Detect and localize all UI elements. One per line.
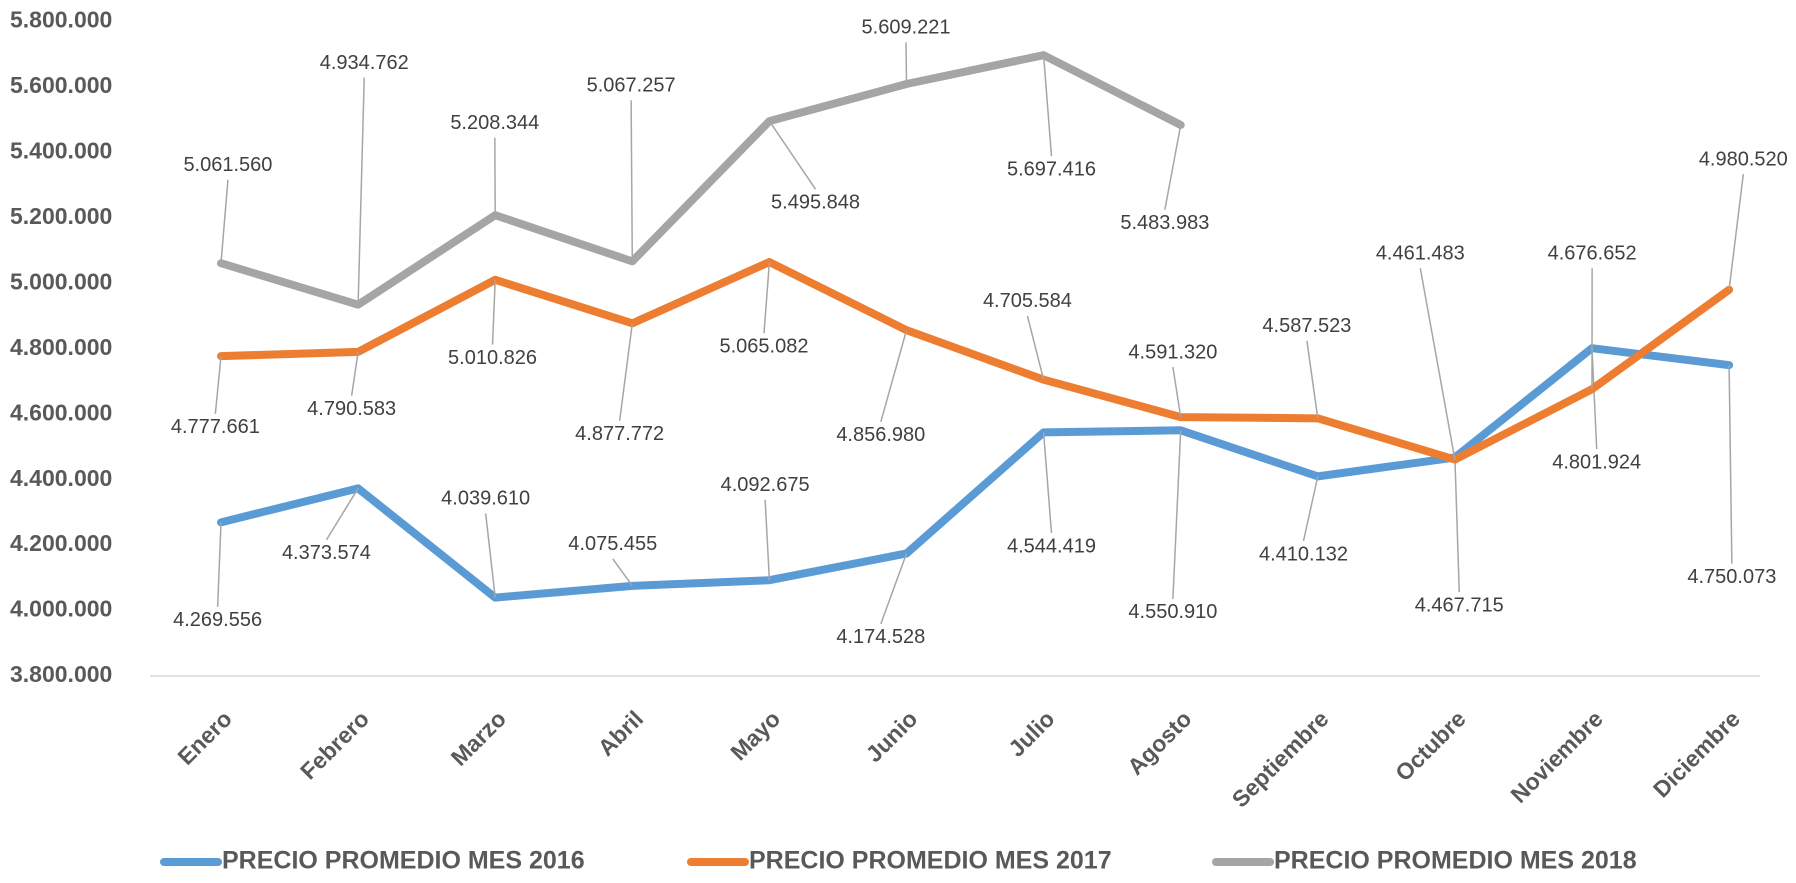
leader-line	[612, 558, 633, 587]
x-tick-label: Mayo	[725, 705, 785, 765]
data-label: 4.174.528	[836, 626, 925, 648]
leader-line	[484, 513, 496, 598]
leader-line	[1728, 173, 1745, 290]
leader-line	[220, 179, 229, 264]
series-line	[217, 51, 1185, 309]
data-label: 5.495.848	[771, 191, 860, 213]
leader-line	[1419, 268, 1456, 460]
data-label: 5.065.082	[719, 336, 808, 358]
leader-line	[1172, 430, 1182, 599]
data-label: 4.676.652	[1548, 243, 1637, 265]
leader-line	[1172, 366, 1182, 418]
x-tick-label: Diciembre	[1648, 705, 1745, 802]
data-label: 4.092.675	[721, 474, 810, 496]
data-label: 5.483.983	[1120, 212, 1209, 234]
data-label: 4.877.772	[575, 423, 664, 445]
data-label: 4.801.924	[1552, 451, 1641, 473]
x-tick-label: Noviembre	[1505, 705, 1607, 807]
data-label: 5.208.344	[450, 112, 539, 134]
data-label: 4.750.073	[1687, 566, 1776, 588]
leader-line	[764, 499, 771, 581]
leader-line	[1306, 340, 1319, 419]
leader-line	[630, 100, 634, 262]
data-label: 5.697.416	[1007, 159, 1096, 181]
x-tick-label: Octubre	[1390, 705, 1471, 786]
legend-label: PRECIO PROMEDIO MES 2018	[1274, 847, 1637, 875]
x-tick-label: Agosto	[1122, 705, 1196, 779]
leader-line	[357, 77, 365, 305]
y-tick-label: 5.400.000	[10, 138, 112, 164]
leader-line	[1591, 348, 1598, 450]
data-label: 4.777.661	[171, 416, 260, 438]
legend-label: PRECIO PROMEDIO MES 2017	[749, 847, 1112, 875]
y-tick-label: 4.000.000	[10, 596, 112, 622]
data-label: 4.550.910	[1128, 601, 1217, 623]
data-label: 4.269.556	[173, 609, 262, 631]
y-tick-label: 4.400.000	[10, 465, 112, 491]
data-label: 4.790.583	[307, 398, 396, 420]
y-tick-label: 5.200.000	[10, 203, 112, 229]
data-label: 4.410.132	[1259, 543, 1348, 565]
series-line	[217, 344, 1734, 602]
x-tick-label: Marzo	[446, 705, 511, 770]
y-tick-label: 4.800.000	[10, 334, 112, 360]
data-label: 4.461.483	[1376, 243, 1465, 265]
leader-line	[768, 120, 817, 190]
series-line	[217, 258, 1734, 464]
leader-line	[618, 323, 634, 421]
data-label: 4.544.419	[1007, 535, 1096, 557]
leader-line	[350, 351, 359, 396]
data-label: 4.591.320	[1128, 341, 1217, 363]
y-tick-label: 4.200.000	[10, 530, 112, 556]
leader-line	[491, 279, 496, 345]
data-label: 4.705.584	[983, 290, 1072, 312]
data-label: 5.609.221	[862, 17, 951, 39]
leader-line	[1302, 476, 1319, 542]
data-label: 4.075.455	[568, 533, 657, 555]
leader-line	[1026, 315, 1045, 380]
leader-line	[1454, 457, 1460, 593]
y-tick-label: 4.600.000	[10, 399, 112, 425]
y-tick-label: 5.600.000	[10, 72, 112, 98]
y-tick-label: 5.800.000	[10, 7, 112, 33]
data-label: 4.039.610	[441, 488, 530, 510]
x-tick-label: Abril	[593, 705, 648, 760]
x-tick-label: Septiembre	[1227, 705, 1334, 812]
data-label: 4.373.574	[282, 542, 371, 564]
data-label: 5.067.257	[587, 75, 676, 97]
leader-line	[325, 487, 359, 541]
data-label: 4.980.520	[1699, 148, 1788, 170]
leader-line	[1042, 432, 1053, 534]
leader-line	[1164, 124, 1182, 210]
leader-line	[214, 356, 222, 414]
legend-label: PRECIO PROMEDIO MES 2016	[222, 847, 585, 875]
x-tick-label: Junio	[861, 705, 923, 767]
leader-line	[763, 262, 771, 334]
data-label: 4.856.980	[836, 424, 925, 446]
y-tick-label: 5.000.000	[10, 268, 112, 294]
data-label: 5.010.826	[448, 347, 537, 369]
leader-line	[880, 329, 908, 423]
data-label: 4.467.715	[1415, 594, 1504, 616]
data-label: 4.587.523	[1262, 315, 1351, 337]
leader-line	[1042, 55, 1053, 157]
data-label: 5.061.560	[183, 154, 272, 176]
x-tick-label: Febrero	[295, 705, 374, 784]
leader-line	[216, 522, 222, 607]
leader-line	[1728, 365, 1733, 564]
x-tick-label: Enero	[172, 705, 236, 769]
x-tick-label: Julio	[1003, 705, 1059, 761]
leader-line	[880, 553, 908, 625]
y-tick-label: 3.800.000	[10, 661, 112, 687]
data-label: 4.934.762	[320, 52, 409, 74]
